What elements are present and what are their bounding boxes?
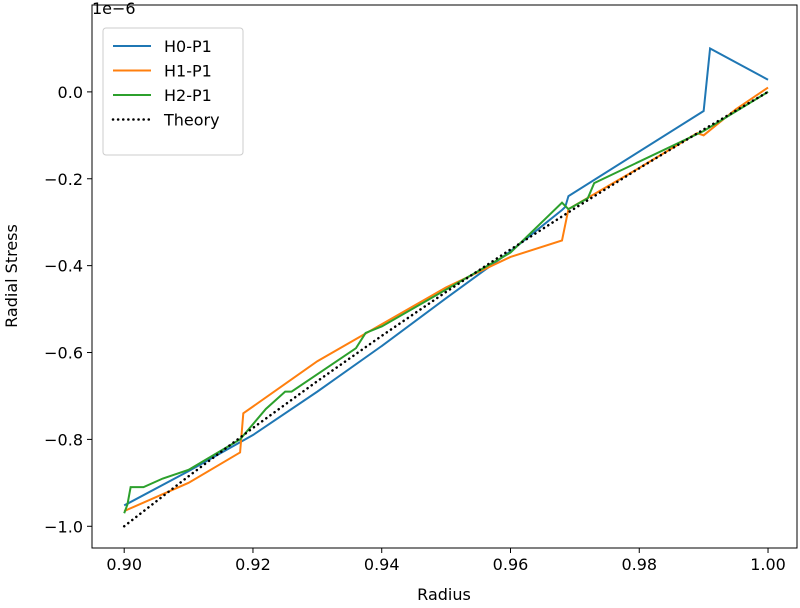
x-tick-label: 0.92 <box>235 555 271 574</box>
x-tick-label: 1.00 <box>750 555 786 574</box>
y-tick-label: −0.6 <box>44 344 83 363</box>
y-tick-label: 0.0 <box>58 83 83 102</box>
y-axis-label: Radial Stress <box>2 224 21 328</box>
series-line-h2-p1 <box>123 91 769 514</box>
plot-frame <box>91 4 798 549</box>
x-tick-label: 0.98 <box>621 555 657 574</box>
legend-label: Theory <box>163 111 220 130</box>
legend-label: H2-P1 <box>164 86 212 105</box>
legend-label: H0-P1 <box>164 37 212 56</box>
y-tick-label: −0.8 <box>44 430 83 449</box>
series-line-theory <box>122 90 770 528</box>
legend: H0-P1 H1-P1 H2-P1 Theory <box>102 27 244 156</box>
y-tick-label: −0.2 <box>44 170 83 189</box>
y-tick-label: −0.4 <box>44 257 83 276</box>
y-offset-label: 1e−6 <box>92 0 136 18</box>
x-tick-label: 0.94 <box>364 555 400 574</box>
legend-label: H1-P1 <box>164 62 212 81</box>
x-axis-label: Radius <box>417 585 471 604</box>
x-tick-label: 0.96 <box>493 555 529 574</box>
x-tick-label: 0.90 <box>106 555 142 574</box>
y-tick-label: −1.0 <box>44 517 83 536</box>
